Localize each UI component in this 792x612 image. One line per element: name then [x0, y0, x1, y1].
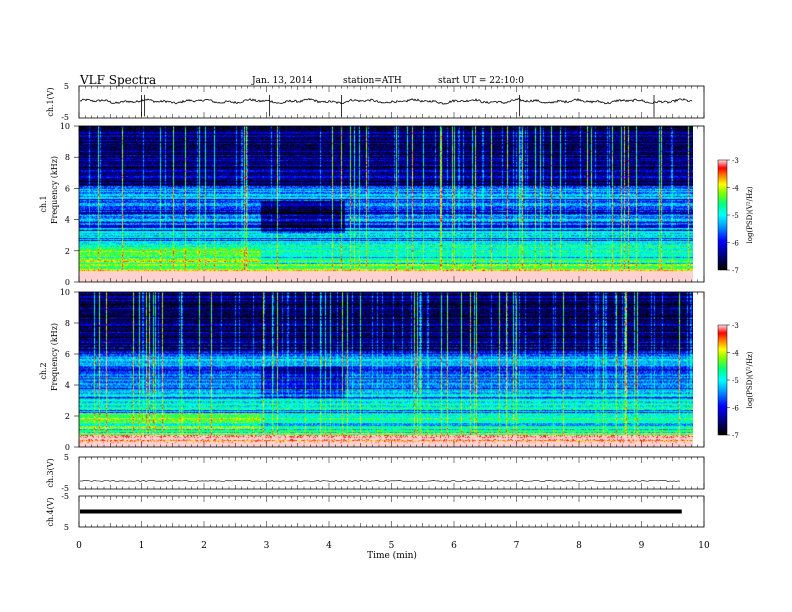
time-tick-label: 7	[514, 541, 520, 551]
ch2-colorbar-gradient	[718, 325, 727, 435]
time-tick-label: 5	[389, 541, 395, 551]
ch2-colorbar-label: log(PSD)(V²/Hz)	[746, 351, 754, 408]
ch1-ylabel: ch.1(V)	[46, 87, 55, 116]
ch1-spectrogram-yticks: 0 2 4 6 8 10	[60, 122, 79, 287]
freq-tick-label: 2	[65, 412, 70, 421]
ch2-channel-label: ch.2	[39, 362, 48, 379]
time-tick-label: 4	[326, 541, 332, 551]
colorbar-tick-label: -6	[732, 240, 739, 248]
ch1-ytick-top: 5	[64, 82, 69, 91]
freq-tick-label: 6	[65, 184, 70, 193]
ch3-waveform-panel: 5 -5 ch.3(V)	[46, 453, 705, 493]
ch1-colorbar-label: log(PSD)(V²/Hz)	[746, 186, 754, 243]
time-tick-label: 9	[639, 541, 645, 551]
colorbar-tick-label: -4	[732, 350, 739, 358]
figure-title: VLF Spectra	[79, 73, 156, 87]
ch2-spectrogram-yticks: 0 2 4 6 8 10	[60, 288, 79, 452]
ch1-ytick-bottom: -5	[61, 113, 69, 122]
ch2-colorbar: -3 -4 -5 -6 -7 log(PSD)(V²/Hz)	[717, 322, 754, 440]
freq-tick-label: 4	[65, 381, 70, 390]
freq-tick-label: 8	[65, 319, 70, 328]
ch1-freq-ylabel: Frequency (kHz)	[50, 156, 59, 224]
time-axis-ticks	[78, 86, 705, 527]
colorbar-tick-label: -7	[732, 432, 739, 440]
freq-tick-label: 10	[60, 288, 70, 297]
time-tick-label: 10	[698, 541, 710, 551]
ch1-spikes	[141, 94, 655, 117]
time-tick-label: 6	[451, 541, 457, 551]
freq-tick-label: 0	[65, 443, 70, 452]
ch4-waveform-panel: -5 5 ch.4(V)	[46, 492, 705, 532]
freq-tick-label: 6	[65, 350, 70, 359]
colorbar-tick-label: -4	[732, 185, 739, 193]
ch1-channel-label: ch.1	[39, 195, 48, 212]
time-tick-label: 1	[139, 541, 145, 551]
ch3-ytick-bottom: -5	[61, 484, 69, 493]
ch4-ytick-top: -5	[61, 492, 69, 501]
ch4-ytick-bottom: 5	[64, 523, 69, 532]
freq-tick-label: 4	[65, 216, 70, 225]
ch1-colorbar-gradient	[718, 160, 727, 270]
ch1-waveform-panel: 5 -5 ch.1(V)	[46, 82, 705, 122]
freq-tick-label: 0	[65, 278, 70, 287]
time-axis-label: Time (min)	[367, 550, 417, 561]
freq-tick-label: 8	[65, 153, 70, 162]
colorbar-tick-label: -5	[732, 377, 739, 385]
date-label: Jan. 13, 2014	[251, 76, 313, 86]
station-label: station=ATH	[343, 76, 402, 86]
ch3-ytick-top: 5	[64, 453, 69, 462]
time-tick-label: 3	[264, 541, 270, 551]
ch3-waveform-trace	[80, 480, 681, 482]
time-tick-label: 2	[201, 541, 207, 551]
start-time-label: start UT = 22:10:0	[438, 76, 524, 86]
ch2-colorbar-ticks: -3 -4 -5 -6 -7	[727, 322, 739, 440]
freq-tick-label: 10	[60, 122, 70, 131]
ch1-spectrogram-image	[79, 126, 693, 282]
ch4-ylabel: ch.4(V)	[46, 497, 55, 526]
ch2-spectrogram-panel: 0 2 4 6 8 10 ch.2 Frequency (kHz)	[39, 288, 705, 452]
time-tick-label: 8	[576, 541, 582, 551]
colorbar-tick-label: -3	[732, 157, 739, 165]
colorbar-tick-label: -6	[732, 405, 739, 413]
ch1-colorbar-ticks: -3 -4 -5 -6 -7	[727, 157, 739, 275]
ch1-spectrogram-panel: 0 2 4 6 8 10 ch.1 Frequency (kHz)	[39, 122, 705, 287]
ch2-freq-ylabel: Frequency (kHz)	[50, 323, 59, 391]
colorbar-tick-label: -7	[732, 267, 739, 275]
ch1-waveform-trace	[79, 97, 693, 105]
ch3-ylabel: ch.3(V)	[46, 458, 55, 487]
time-tick-label: 0	[76, 541, 82, 551]
ch1-colorbar: -3 -4 -5 -6 -7 log(PSD)(V²/Hz)	[717, 157, 754, 275]
time-axis-tick-labels: 0 1 2 3 4 5 6 7 8 9 10	[76, 541, 710, 551]
colorbar-tick-label: -3	[732, 322, 739, 330]
ch2-spectrogram-image	[79, 292, 693, 447]
colorbar-tick-label: -5	[732, 212, 739, 220]
freq-tick-label: 2	[65, 247, 70, 256]
